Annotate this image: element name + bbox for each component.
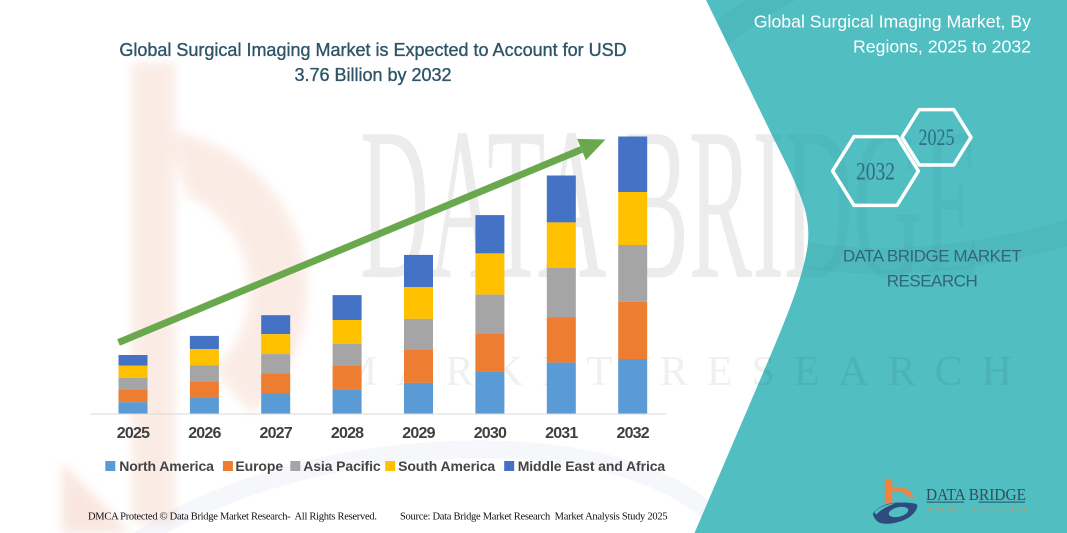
svg-text:DATA BRIDGE MARKET: DATA BRIDGE MARKET <box>843 247 1021 266</box>
svg-text:North America: North America <box>119 458 214 474</box>
svg-text:Europe: Europe <box>235 458 283 474</box>
svg-text:2026: 2026 <box>188 425 221 442</box>
svg-text:DMCA Protected © Data Bridge M: DMCA Protected © Data Bridge Market Rese… <box>88 512 377 523</box>
svg-text:2028: 2028 <box>331 425 364 442</box>
svg-text:Global Surgical Imaging Market: Global Surgical Imaging Market is Expect… <box>119 40 626 60</box>
svg-text:2030: 2030 <box>474 425 507 442</box>
svg-text:2029: 2029 <box>402 425 435 442</box>
svg-text:2032: 2032 <box>856 157 895 186</box>
svg-text:Global Surgical Imaging Market: Global Surgical Imaging Market, By <box>754 12 1031 32</box>
svg-text:2025: 2025 <box>919 125 955 150</box>
svg-text:South America: South America <box>398 458 495 474</box>
svg-text:Asia Pacific: Asia Pacific <box>303 458 381 474</box>
svg-text:2032: 2032 <box>616 425 649 442</box>
svg-text:DATA BRIDGE: DATA BRIDGE <box>926 485 1026 504</box>
svg-text:2027: 2027 <box>259 425 292 442</box>
svg-text:MARKET RESEARCH: MARKET RESEARCH <box>927 507 1031 514</box>
svg-text:2025: 2025 <box>117 425 150 442</box>
svg-text:Source: Data Bridge Market Res: Source: Data Bridge Market Research Mark… <box>400 512 667 523</box>
svg-text:Regions, 2025 to 2032: Regions, 2025 to 2032 <box>853 37 1031 57</box>
svg-text:Middle East and Africa: Middle East and Africa <box>518 458 666 474</box>
svg-text:2031: 2031 <box>545 425 578 442</box>
svg-text:3.76 Billion by 2032: 3.76 Billion by 2032 <box>294 65 451 85</box>
svg-text:RESEARCH: RESEARCH <box>887 272 977 291</box>
